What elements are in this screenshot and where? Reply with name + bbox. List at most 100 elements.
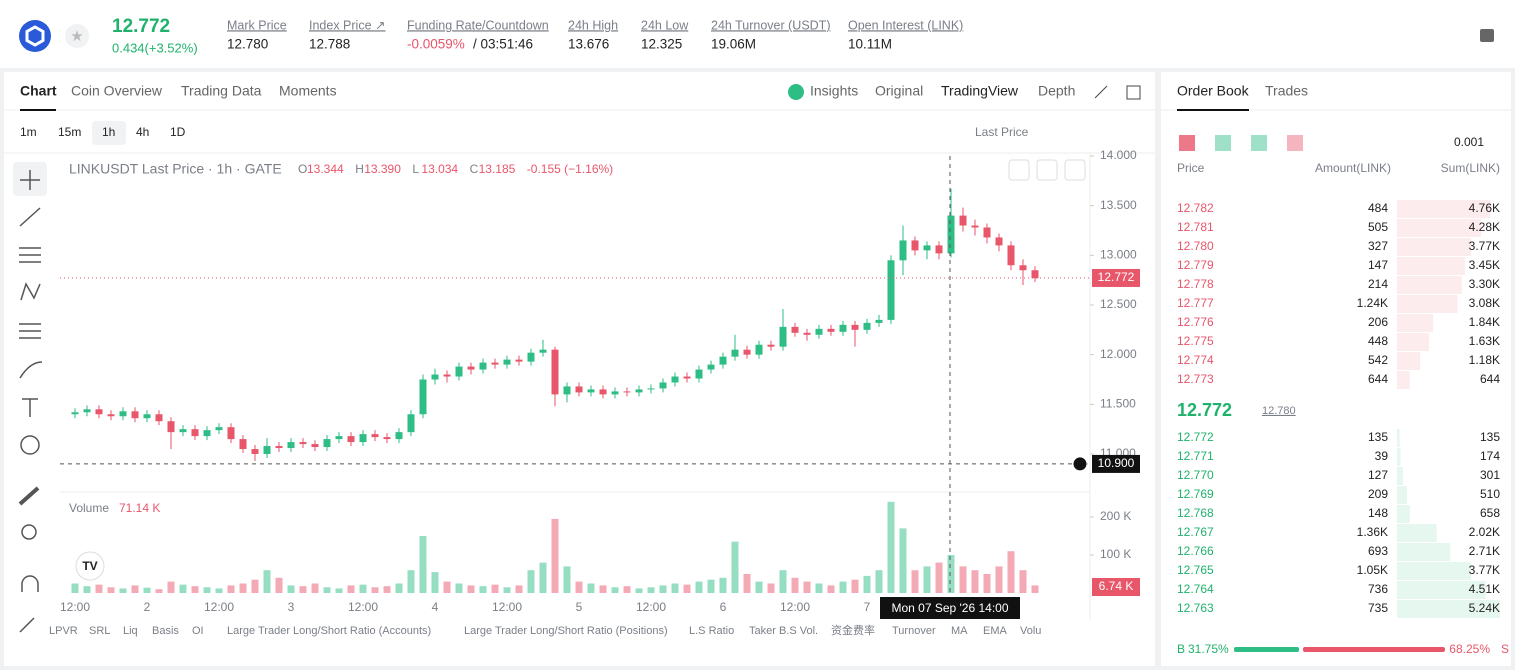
tab[interactable]: Chart	[20, 83, 57, 99]
volume-bar	[419, 536, 427, 593]
indicator[interactable]: EMA	[983, 625, 1008, 637]
depth-bar	[1397, 333, 1430, 351]
interval[interactable]: 1h	[102, 125, 115, 139]
notes-icon[interactable]	[1480, 29, 1494, 42]
depth-bar	[1397, 314, 1434, 332]
tool-emoji[interactable]	[20, 435, 40, 455]
tab[interactable]: Coin Overview	[71, 83, 163, 99]
book-sum: 2.02K	[1469, 525, 1500, 539]
candle-body	[335, 436, 343, 440]
candle-body	[215, 427, 223, 431]
volume-bar	[515, 585, 523, 593]
candle-body	[455, 366, 463, 377]
volume-bar	[671, 583, 679, 593]
volume-bar	[215, 588, 223, 593]
volume-bar	[155, 589, 163, 593]
volume-bar	[719, 577, 727, 593]
book-sum: 4.28K	[1469, 220, 1500, 234]
indicator[interactable]: 资金费率	[831, 623, 875, 637]
y-tick-label: 12.000	[1100, 347, 1137, 361]
layout-btn[interactable]	[1126, 85, 1141, 100]
depth-bar	[1397, 238, 1472, 256]
interval[interactable]: 4h	[136, 125, 149, 139]
indicator[interactable]: Basis	[152, 625, 179, 637]
candle-body	[203, 430, 211, 437]
depth-bar	[1397, 371, 1410, 389]
indicator[interactable]: L.S Ratio	[689, 625, 734, 637]
indicator[interactable]: Taker B.S Vol.	[749, 625, 818, 637]
add-alert[interactable]	[1072, 456, 1088, 472]
candle-body	[323, 439, 331, 448]
tool-line[interactable]	[19, 207, 41, 227]
tool-fib[interactable]	[19, 323, 41, 339]
volume-bar	[731, 541, 739, 593]
book-mode[interactable]	[1251, 135, 1267, 151]
precision-select[interactable]: 0.001	[1454, 135, 1484, 149]
btn[interactable]	[1036, 159, 1058, 181]
book-price: 12.778	[1177, 277, 1214, 291]
volume-bar	[551, 518, 559, 593]
volume-bar	[563, 566, 571, 593]
btn[interactable]	[1008, 159, 1030, 181]
tool-channel[interactable]	[19, 247, 41, 263]
indicator[interactable]: Turnover	[892, 625, 936, 637]
candle-body	[683, 376, 691, 379]
book-tab[interactable]: Order Book	[1177, 83, 1250, 99]
volume-bar	[479, 586, 487, 593]
view-tab[interactable]: TradingView	[941, 83, 1019, 99]
book-mode[interactable]	[1179, 135, 1195, 151]
view-tab[interactable]: Depth	[1038, 83, 1075, 99]
tool-zoom[interactable]	[21, 524, 37, 540]
tool-text[interactable]	[22, 398, 38, 417]
interval[interactable]: 1D	[170, 125, 186, 139]
volume-bar	[923, 566, 931, 593]
book-mode[interactable]	[1215, 135, 1231, 151]
tool-ruler[interactable]	[18, 486, 40, 506]
favorite[interactable]	[65, 24, 89, 48]
indicator[interactable]: OI	[192, 625, 204, 637]
book-amount: 127	[1368, 468, 1388, 482]
indicator[interactable]: Liq	[123, 625, 138, 637]
depth-bar	[1397, 562, 1472, 580]
stat-value: 12.325	[641, 37, 682, 52]
book-mode[interactable]	[1287, 135, 1303, 151]
book-sum: 510	[1480, 487, 1500, 501]
book-price: 12.775	[1177, 334, 1214, 348]
tab[interactable]: Moments	[279, 83, 337, 99]
tool-pencil[interactable]	[19, 617, 35, 633]
indicator[interactable]: Volu	[1020, 625, 1041, 637]
btn[interactable]	[1064, 159, 1086, 181]
col-head: Price	[1177, 161, 1205, 175]
tv-logo-text: TV	[82, 559, 97, 573]
indicator[interactable]: LPVR	[49, 625, 78, 637]
indicator[interactable]: SRL	[89, 625, 110, 637]
volume-bar	[707, 579, 715, 593]
volume-title: Volume	[69, 501, 109, 515]
tool-pattern[interactable]	[20, 282, 41, 301]
x-tick-label: 12:00	[348, 600, 378, 614]
candle-body	[443, 374, 451, 377]
indicator[interactable]: MA	[951, 625, 968, 637]
tool-brush[interactable]	[19, 361, 43, 379]
book-amount: 148	[1368, 506, 1388, 520]
tv-logo	[75, 551, 105, 581]
indicator[interactable]: Large Trader Long/Short Ratio (Accounts)	[227, 625, 431, 637]
x-tick-label: 5	[576, 600, 583, 614]
candle-body	[911, 240, 919, 251]
candle-body	[71, 412, 79, 415]
volume-bar	[815, 583, 823, 593]
expand-btn[interactable]	[1094, 85, 1108, 99]
volume-bar	[1019, 570, 1027, 593]
tool-cross[interactable]	[20, 170, 40, 190]
tool-magnet[interactable]	[21, 575, 39, 592]
book-tab[interactable]: Trades	[1265, 83, 1308, 99]
view-tab[interactable]: Original	[875, 83, 923, 99]
price-type-select[interactable]: Last Price	[975, 125, 1029, 139]
interval[interactable]: 1m	[20, 125, 37, 139]
book-amount: 1.24K	[1357, 296, 1388, 310]
interval[interactable]: 15m	[58, 125, 81, 139]
indicator[interactable]: Large Trader Long/Short Ratio (Positions…	[464, 625, 668, 637]
view-tab[interactable]: Insights	[810, 83, 858, 99]
tab[interactable]: Trading Data	[181, 83, 262, 99]
candle-body	[503, 359, 511, 365]
